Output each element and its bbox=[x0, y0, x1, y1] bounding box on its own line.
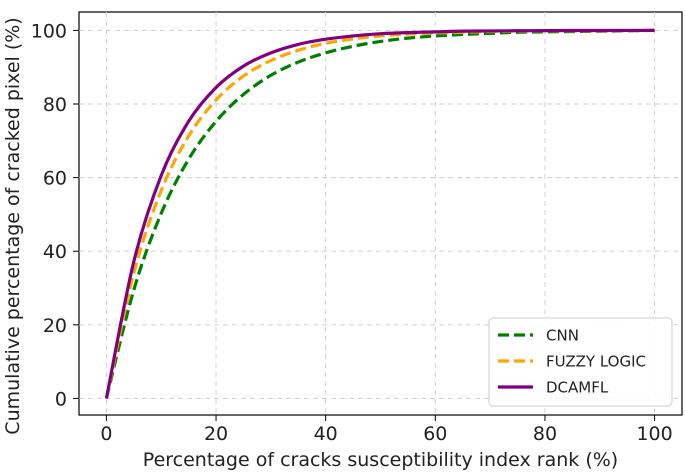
legend-label-dcamfl: DCAMFL bbox=[546, 379, 609, 397]
legend-label-fuzzy-logic: FUZZY LOGIC bbox=[546, 353, 646, 371]
series-line-dcamfl bbox=[104, 28, 655, 399]
x-tick-label: 0 bbox=[100, 423, 112, 445]
legend-frame bbox=[488, 317, 673, 407]
y-tick-label: 0 bbox=[55, 388, 67, 410]
y-tick-label: 60 bbox=[43, 168, 67, 190]
x-tick-label: 60 bbox=[423, 423, 447, 445]
x-axis-label: Percentage of cracks susceptibility inde… bbox=[143, 449, 618, 471]
y-tick-label: 40 bbox=[43, 241, 67, 263]
x-tick-label: 100 bbox=[636, 423, 672, 445]
x-tick-label: 20 bbox=[204, 423, 228, 445]
legend: CNN FUZZY LOGIC DCAMFL bbox=[488, 317, 673, 407]
x-tick-label: 40 bbox=[314, 423, 338, 445]
ticks: 0 20 40 60 80 100 0 20 40 60 80 100 bbox=[31, 20, 673, 445]
series-line-cnn bbox=[104, 28, 655, 399]
series bbox=[104, 28, 655, 399]
y-tick-label: 80 bbox=[43, 94, 67, 116]
y-tick-label: 100 bbox=[31, 20, 67, 42]
y-tick-label: 20 bbox=[43, 315, 67, 337]
x-tick-label: 80 bbox=[533, 423, 557, 445]
y-axis-label: Cumulative percentage of cracked pixel (… bbox=[2, 17, 24, 434]
legend-label-cnn: CNN bbox=[546, 327, 579, 345]
